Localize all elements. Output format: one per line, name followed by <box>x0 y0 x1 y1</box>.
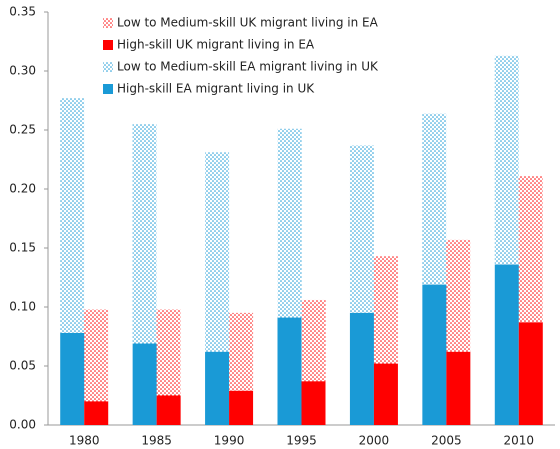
bar <box>301 299 326 382</box>
y-tick-label: 0.05 <box>9 359 36 373</box>
bar <box>205 152 230 352</box>
x-tick-label: 1980 <box>69 434 100 448</box>
x-tick-label: 2010 <box>504 434 535 448</box>
bar <box>446 239 471 352</box>
bar <box>422 284 447 425</box>
bar <box>84 401 109 425</box>
bar <box>132 124 157 344</box>
bar <box>349 145 374 313</box>
legend-swatch <box>103 18 113 28</box>
y-tick-label: 0.35 <box>9 5 36 19</box>
bar <box>349 312 374 425</box>
bar <box>301 381 326 425</box>
legend-label: Low to Medium-skill UK migrant living in… <box>117 16 379 30</box>
x-tick-label: 1995 <box>286 434 317 448</box>
legend-swatch <box>103 84 113 94</box>
legend-swatch <box>103 40 113 50</box>
bar <box>84 309 109 402</box>
legend-label: Low to Medium-skill EA migrant living in… <box>117 60 379 74</box>
bar <box>373 363 398 425</box>
bar <box>132 343 157 425</box>
bar <box>229 312 254 391</box>
y-tick-label: 0.25 <box>9 123 36 137</box>
bar <box>277 128 302 318</box>
y-tick-label: 0.20 <box>9 182 36 196</box>
x-tick-label: 1990 <box>214 434 245 448</box>
bar <box>277 317 302 425</box>
legend-label: High-skill EA migrant living in UK <box>117 82 315 96</box>
legend-swatch <box>103 62 113 72</box>
bar <box>156 309 181 396</box>
bar <box>156 395 181 425</box>
bar <box>60 98 85 333</box>
bar <box>229 390 254 425</box>
bar <box>494 55 519 265</box>
y-tick-label: 0.30 <box>9 64 36 78</box>
y-tick-label: 0.15 <box>9 241 36 255</box>
bar <box>373 256 398 364</box>
bar <box>60 332 85 425</box>
bar <box>205 351 230 425</box>
bar <box>518 322 543 425</box>
bar <box>446 351 471 425</box>
bar <box>422 113 447 285</box>
y-tick-label: 0.10 <box>9 300 36 314</box>
legend-label: High-skill UK migrant living in EA <box>117 38 315 52</box>
x-tick-label: 2000 <box>359 434 390 448</box>
bar <box>518 176 543 323</box>
bar <box>494 264 519 425</box>
x-tick-label: 1985 <box>141 434 172 448</box>
y-tick-label: 0.00 <box>9 418 36 432</box>
x-tick-label: 2005 <box>431 434 462 448</box>
